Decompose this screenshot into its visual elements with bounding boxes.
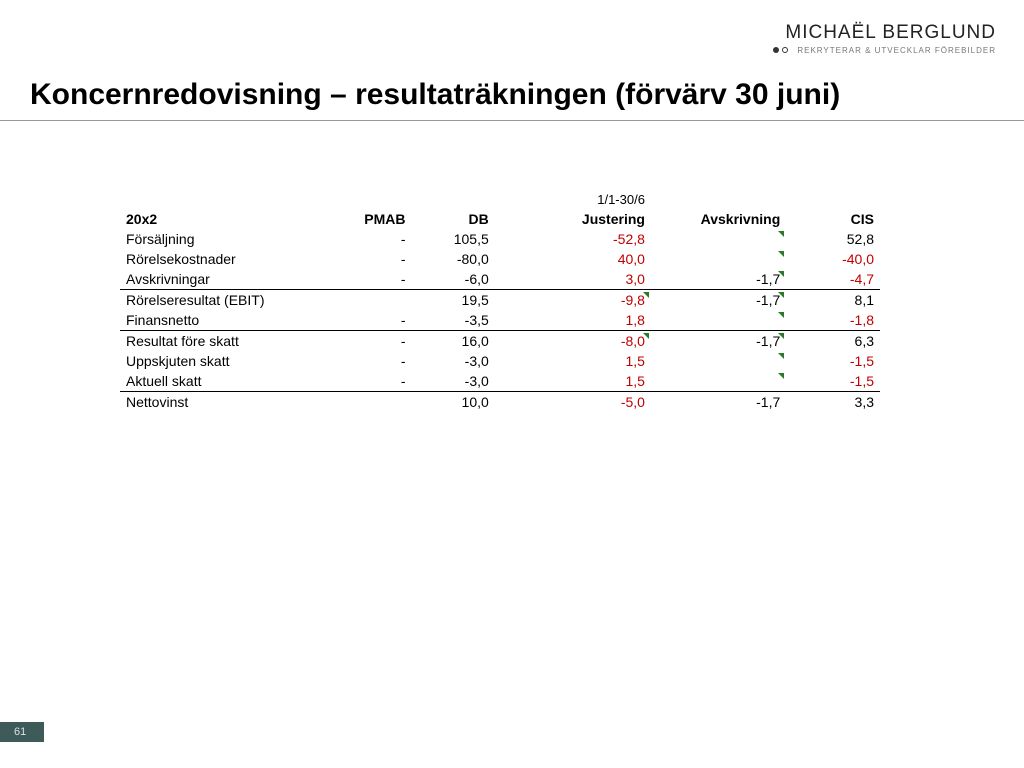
cell-pmab: - (328, 310, 411, 331)
cell-avskrivning: -1,7 (651, 290, 786, 311)
table-row: Aktuell skatt--3,01,5 -1,5 (120, 371, 880, 392)
cell-avskrivning (651, 229, 786, 249)
cell-cis: -4,7 (786, 269, 880, 290)
cell-pmab (328, 392, 411, 413)
brand-logo-main: MICHAËL BERGLUND (773, 22, 996, 44)
cell-pmab (328, 290, 411, 311)
row-label: Avskrivningar (120, 269, 328, 290)
cell-cis: 52,8 (786, 229, 880, 249)
cell-cis: 6,3 (786, 331, 880, 352)
cell-db: 19,5 (412, 290, 495, 311)
table-row: Avskrivningar--6,03,0-1,7-4,7 (120, 269, 880, 290)
cell-justering: 1,5 (495, 371, 651, 392)
title-rule (0, 120, 1024, 121)
page-number: 61 (0, 722, 44, 742)
cell-avskrivning (651, 310, 786, 331)
cell-avskrivning: -1,7 (651, 331, 786, 352)
cell-justering: 1,5 (495, 351, 651, 371)
table-super-header: 1/1-30/6 (120, 190, 880, 209)
row-label: Nettovinst (120, 392, 328, 413)
cell-db: 105,5 (412, 229, 495, 249)
cell-justering: -5,0 (495, 392, 651, 413)
brand-logo-tagline: REKRYTERAR & UTVECKLAR FÖREBILDER (797, 46, 996, 55)
cell-db: -3,0 (412, 371, 495, 392)
table-row: Uppskjuten skatt--3,01,5 -1,5 (120, 351, 880, 371)
col-header-pmab: PMAB (328, 209, 411, 229)
brand-logo: MICHAËL BERGLUND REKRYTERAR & UTVECKLAR … (773, 22, 996, 55)
col-header-cis: CIS (786, 209, 880, 229)
cell-justering: -8,0 (495, 331, 651, 352)
cell-cis: 3,3 (786, 392, 880, 413)
table-header-row: 20x2 PMAB DB Justering Avskrivning CIS (120, 209, 880, 229)
row-label: Försäljning (120, 229, 328, 249)
cell-pmab: - (328, 269, 411, 290)
cell-avskrivning (651, 249, 786, 269)
table-row: Finansnetto--3,51,8 -1,8 (120, 310, 880, 331)
cell-pmab: - (328, 331, 411, 352)
cell-db: -3,0 (412, 351, 495, 371)
brand-logo-sub: REKRYTERAR & UTVECKLAR FÖREBILDER (773, 46, 996, 55)
slide: MICHAËL BERGLUND REKRYTERAR & UTVECKLAR … (0, 0, 1024, 768)
cell-justering: 1,8 (495, 310, 651, 331)
row-label: Rörelseresultat (EBIT) (120, 290, 328, 311)
cell-pmab: - (328, 229, 411, 249)
period-range: 1/1-30/6 (495, 190, 651, 209)
cell-justering: -9,8 (495, 290, 651, 311)
cell-db: -80,0 (412, 249, 495, 269)
cell-db: -6,0 (412, 269, 495, 290)
cell-pmab: - (328, 371, 411, 392)
row-label: Finansnetto (120, 310, 328, 331)
cell-cis: 8,1 (786, 290, 880, 311)
cell-cis: -1,5 (786, 351, 880, 371)
cell-justering: 40,0 (495, 249, 651, 269)
cell-cis: -40,0 (786, 249, 880, 269)
cell-db: 16,0 (412, 331, 495, 352)
brand-logo-dots (773, 46, 791, 55)
cell-pmab: - (328, 351, 411, 371)
cell-pmab: - (328, 249, 411, 269)
cell-db: -3,5 (412, 310, 495, 331)
row-label: Rörelsekostnader (120, 249, 328, 269)
col-header-avskrivning: Avskrivning (651, 209, 786, 229)
col-header-db: DB (412, 209, 495, 229)
cell-justering: -52,8 (495, 229, 651, 249)
cell-db: 10,0 (412, 392, 495, 413)
col-header-justering: Justering (495, 209, 651, 229)
cell-avskrivning: -1,7 (651, 392, 786, 413)
table-row: Resultat före skatt-16,0-8,0-1,76,3 (120, 331, 880, 352)
table-row: Nettovinst 10,0-5,0-1,73,3 (120, 392, 880, 413)
cell-avskrivning (651, 371, 786, 392)
cell-justering: 3,0 (495, 269, 651, 290)
row-label: Resultat före skatt (120, 331, 328, 352)
page-title: Koncernredovisning – resultaträkningen (… (30, 78, 840, 112)
row-label: Uppskjuten skatt (120, 351, 328, 371)
cell-cis: -1,8 (786, 310, 880, 331)
row-label: Aktuell skatt (120, 371, 328, 392)
table-row: Rörelsekostnader--80,040,0 -40,0 (120, 249, 880, 269)
cell-cis: -1,5 (786, 371, 880, 392)
cell-avskrivning: -1,7 (651, 269, 786, 290)
period-label: 20x2 (120, 209, 328, 229)
table-row: Rörelseresultat (EBIT) 19,5-9,8-1,78,1 (120, 290, 880, 311)
cell-avskrivning (651, 351, 786, 371)
income-statement-table: 1/1-30/6 20x2 PMAB DB Justering Avskrivn… (120, 190, 880, 412)
table-row: Försäljning-105,5-52,8 52,8 (120, 229, 880, 249)
